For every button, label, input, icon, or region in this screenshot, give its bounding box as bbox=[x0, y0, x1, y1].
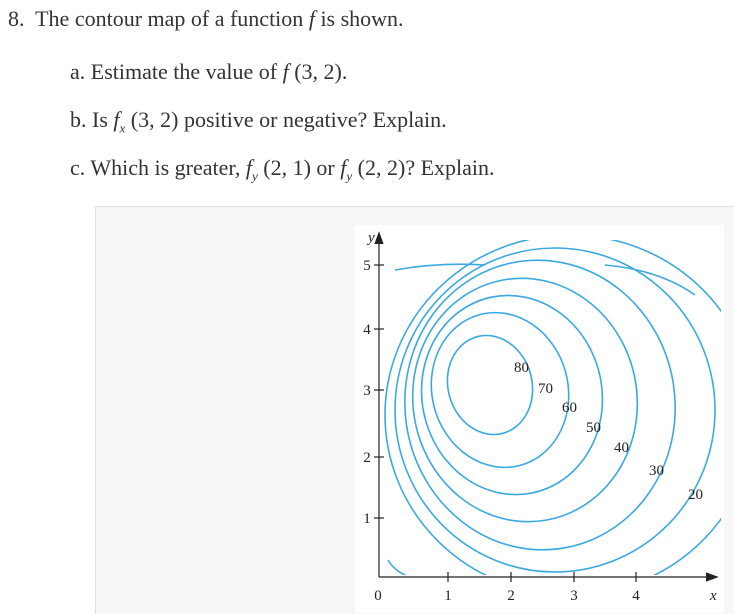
contour-labels: 80 70 60 50 40 30 20 bbox=[514, 360, 703, 503]
y-tick-label: 3 bbox=[363, 383, 371, 399]
contour bbox=[403, 259, 677, 551]
axes bbox=[374, 231, 719, 582]
y-axis-label: y bbox=[366, 230, 375, 246]
function-symbol: f bbox=[282, 59, 289, 84]
function-symbol: f bbox=[340, 155, 347, 180]
part-text: (3, 2) positive or negative? Explain. bbox=[130, 107, 447, 132]
question: 8. The contour map of a function f is sh… bbox=[8, 6, 404, 32]
x-tick-label: 2 bbox=[507, 588, 515, 604]
y-arrow bbox=[374, 231, 384, 245]
subscript: x bbox=[119, 120, 126, 136]
y-tick-label: 4 bbox=[363, 322, 371, 338]
x-tick-label: 4 bbox=[632, 588, 640, 604]
figure-background bbox=[355, 225, 724, 613]
function-symbol: f bbox=[245, 155, 252, 180]
contour-label: 20 bbox=[688, 487, 703, 503]
y-tick-label: 5 bbox=[363, 258, 371, 274]
part: c. Which is greater, fy (2, 1) or fy (2,… bbox=[70, 155, 495, 184]
contour bbox=[411, 277, 639, 523]
question-number: 8. bbox=[8, 6, 25, 31]
subscript: y bbox=[346, 168, 353, 184]
contour-label: 80 bbox=[514, 360, 529, 376]
contour-label: 60 bbox=[562, 400, 577, 416]
x-arrow bbox=[705, 572, 719, 582]
contour bbox=[430, 311, 570, 469]
contour-label: 40 bbox=[614, 440, 629, 456]
part: a. Estimate the value of f (3, 2). bbox=[70, 59, 347, 85]
contour bbox=[420, 294, 604, 496]
contour bbox=[394, 263, 486, 271]
part-text: c. Which is greater, bbox=[70, 155, 241, 180]
contour bbox=[387, 559, 407, 575]
subscript: y bbox=[252, 168, 258, 184]
x-tick-label: 1 bbox=[444, 588, 452, 604]
part-text: b. Is bbox=[70, 107, 108, 132]
part: b. Is fx (3, 2) positive or negative? Ex… bbox=[70, 107, 447, 136]
function-symbol: f bbox=[113, 107, 120, 132]
y-tick-label: 2 bbox=[363, 450, 371, 466]
x-axis-label: x bbox=[709, 588, 717, 604]
contour bbox=[384, 240, 721, 575]
contour bbox=[394, 247, 716, 573]
contour-label: 70 bbox=[538, 381, 553, 397]
y-tick-label: 1 bbox=[363, 511, 371, 527]
contour-label: 30 bbox=[649, 463, 664, 479]
part-text: (2, 1) or bbox=[263, 155, 335, 180]
part-text: (2, 2)? Explain. bbox=[357, 155, 495, 180]
question-text: The contour map of a function bbox=[35, 6, 304, 31]
question-text: is shown. bbox=[320, 6, 404, 31]
function-symbol: f bbox=[308, 6, 315, 31]
contour bbox=[604, 264, 696, 296]
part-text: a. Estimate the value of bbox=[70, 59, 278, 84]
contour bbox=[446, 334, 534, 436]
contours bbox=[384, 240, 721, 575]
x-tick-label: 0 bbox=[374, 588, 382, 604]
contour-label: 50 bbox=[586, 420, 601, 436]
part-text: (3, 2). bbox=[294, 59, 348, 84]
x-tick-label: 3 bbox=[570, 588, 578, 604]
